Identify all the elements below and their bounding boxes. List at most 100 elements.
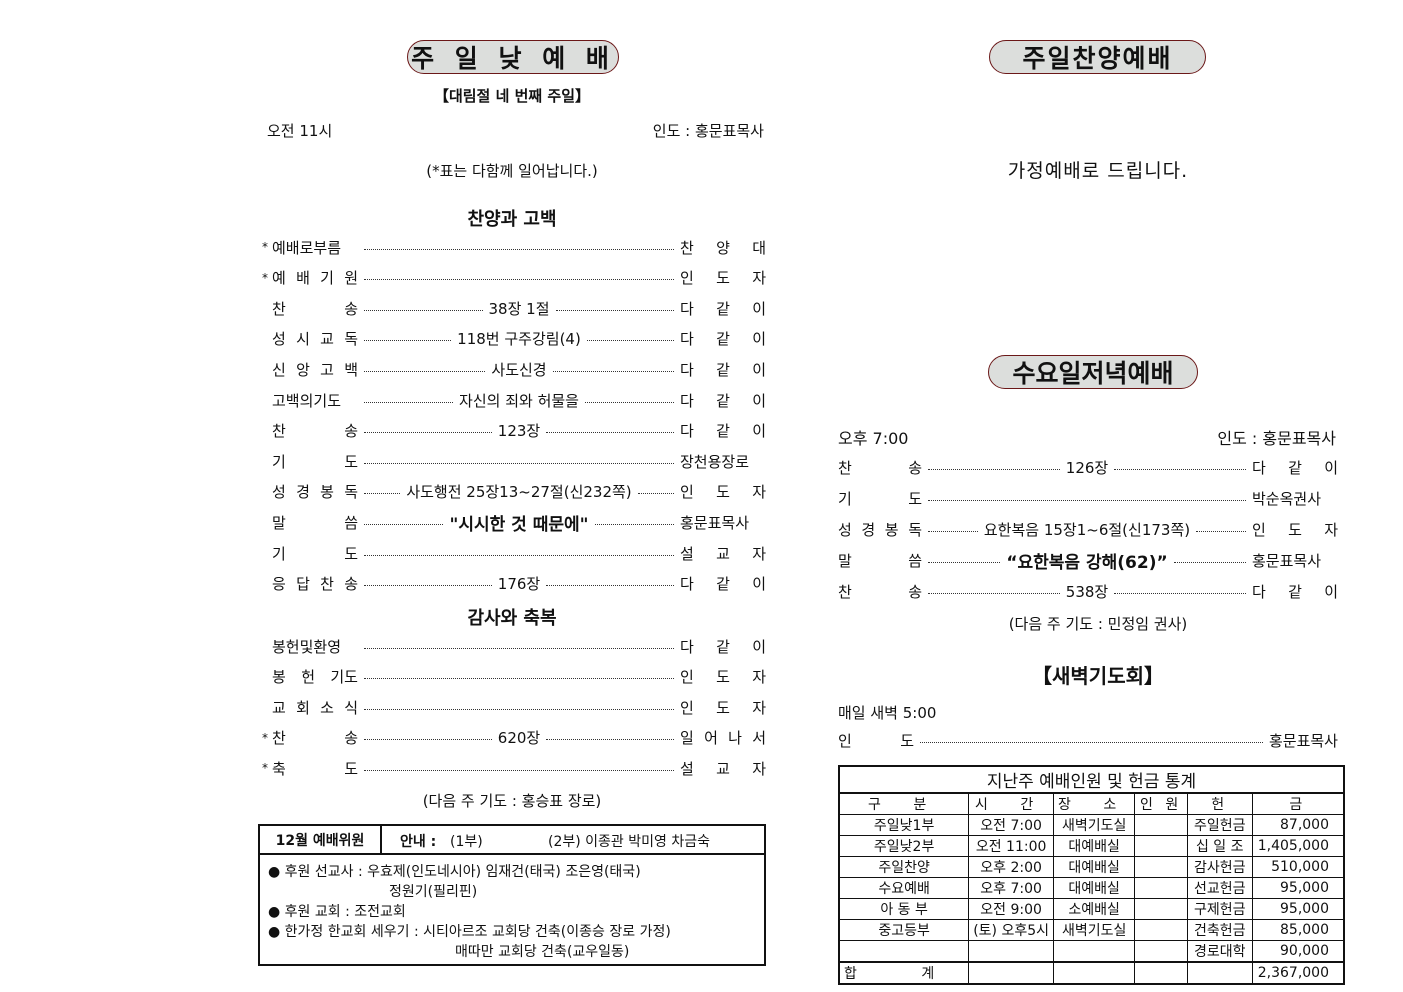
- order-label: 기 도: [272, 544, 358, 563]
- order-responsible: 다 같 이: [680, 299, 766, 318]
- bullet-icon: ●: [268, 924, 281, 940]
- praise-service-title: 주일찬양예배: [989, 40, 1206, 74]
- leader-dots: [364, 523, 444, 525]
- leader-dots: [928, 499, 1246, 501]
- stats-header: 헌: [1186, 792, 1253, 815]
- total-value: 2,367,000: [1251, 961, 1345, 985]
- leader-dots: [364, 462, 674, 464]
- order-responsible: 다 같 이: [1252, 583, 1338, 602]
- stats-row: 중고등부 (토) 오후5시 새벽기도실 건축헌금 85,000: [838, 919, 1345, 941]
- stats-cell: 오전 11:00: [968, 835, 1055, 857]
- order-row: * 예 배 기 원 인 도 자: [262, 266, 766, 290]
- service-time: 오전 11시: [267, 122, 333, 140]
- order-row: 기 도 박순옥권사: [838, 486, 1338, 510]
- order-responsible: 인 도 자: [1252, 520, 1338, 539]
- order-label: 찬 송: [838, 583, 922, 602]
- stats-cell: 오전 7:00: [968, 814, 1055, 836]
- stats-header: 시 간: [968, 792, 1055, 815]
- leader-dots: [594, 523, 674, 525]
- order-responsible: 인 도 자: [680, 668, 766, 687]
- leader-dots: [928, 468, 1060, 470]
- leader-dots: [1114, 468, 1246, 470]
- order-label: 성 경 봉 독: [272, 483, 358, 502]
- standing-marker: *: [262, 761, 268, 776]
- section-praise-confession: 찬양과 고백: [467, 209, 557, 230]
- total-label: 합 계: [838, 961, 970, 985]
- order-label: 고백의기도: [272, 391, 342, 410]
- stats-cell: [1134, 856, 1188, 878]
- dawn-label: 인 도: [838, 731, 914, 750]
- leader-dots: [364, 585, 492, 587]
- stats-row: 주일낮1부 오전 7:00 새벽기도실 주일헌금 87,000: [838, 814, 1345, 836]
- next-week-prayer: (다음 주 기도 : 홍승표 장로): [422, 792, 602, 810]
- order-row: 신 앙 고 백 사도신경 다 같 이: [272, 357, 766, 381]
- leader-dots: [364, 432, 492, 434]
- leader-dots: [364, 309, 483, 311]
- order-label: 말 씀: [272, 513, 358, 532]
- sunday-service-title: 주 일 낮 예 배: [407, 40, 619, 74]
- order-content: 38장 1절: [488, 299, 550, 318]
- leader-dots: [364, 279, 674, 281]
- leader-dots: [586, 340, 674, 342]
- order-label: 찬 송: [272, 422, 358, 441]
- order-content: 123장: [497, 422, 541, 441]
- standing-marker: *: [262, 270, 268, 285]
- service-leader: 인도 : 홍문표목사: [652, 122, 764, 140]
- order-responsible: 다 같 이: [680, 391, 766, 410]
- leader-dots: [546, 432, 674, 434]
- stats-cell: 구제헌금: [1186, 898, 1253, 920]
- order-responsible: 설 교 자: [680, 544, 766, 563]
- stats-cell: 대예배실: [1053, 856, 1136, 878]
- stats-cell: 90,000: [1251, 940, 1345, 963]
- order-row: 봉헌및환영 다 같 이: [272, 634, 766, 658]
- order-label: 기 도: [272, 452, 358, 471]
- order-label: 찬 송: [838, 458, 922, 477]
- stats-cell: [838, 940, 970, 963]
- order-label: 기 도: [838, 489, 922, 508]
- order-label: 말 씀: [838, 552, 922, 571]
- leader-dots: [364, 340, 452, 342]
- dawn-leader: 홍문표목사: [1268, 731, 1338, 750]
- stats-cell: 아 동 부: [838, 898, 970, 920]
- order-content: "시시한 것 때문에": [449, 514, 589, 535]
- stats-row: 수요예배 오후 7:00 대예배실 선교헌금 95,000: [838, 877, 1345, 899]
- order-label: 성 경 봉 독: [838, 520, 922, 539]
- leader-dots: [364, 370, 486, 372]
- guide-2: (2부) 이종관 박미영 차금숙: [548, 834, 710, 850]
- bullet-item: ● 후원 교회 : 조전교회: [268, 904, 406, 920]
- stats-cell: [1134, 919, 1188, 941]
- order-responsible: 다 같 이: [680, 360, 767, 379]
- dawn-prayer-title: 【새벽기도회】: [1032, 664, 1164, 688]
- order-responsible: 홍문표목사: [680, 513, 750, 532]
- order-row: * 찬 송 620장 일 어 나 서: [262, 726, 766, 750]
- stats-cell: 주일헌금: [1186, 814, 1253, 836]
- order-label: 예 배 기 원: [272, 269, 358, 288]
- month-committee-label: 12월 예배위원: [260, 826, 382, 855]
- stats-cell: 오후 2:00: [968, 856, 1055, 878]
- order-responsible: 다 같 이: [1252, 458, 1338, 477]
- order-content: 538장: [1065, 583, 1109, 602]
- order-label: 찬 송: [272, 729, 358, 748]
- stats-row: 경로대학 90,000: [838, 940, 1345, 963]
- guide-label: 안내 :: [400, 834, 437, 850]
- order-row: 응 답 찬 송 176장 다 같 이: [272, 572, 766, 596]
- leader-dots: [364, 401, 454, 403]
- order-row: 고백의기도 자신의 죄와 허물을 다 같 이: [272, 388, 766, 412]
- leader-dots: [364, 248, 674, 250]
- section-thanks-blessing: 감사와 축복: [467, 608, 557, 629]
- order-label: 찬 송: [272, 299, 358, 318]
- leader-dots: [546, 585, 674, 587]
- stats-cell: [1134, 835, 1188, 857]
- stats-cell: 새벽기도실: [1053, 814, 1136, 836]
- order-row: 성 경 봉 독 요한복음 15장1~6절(신173쪽) 인 도 자: [838, 517, 1338, 541]
- stats-title: 지난주 예배인원 및 헌금 통계: [838, 765, 1345, 794]
- order-responsible: 인 도 자: [680, 269, 766, 288]
- leader-dots: [1196, 530, 1246, 532]
- order-content: “요한복음 강해(62)”: [1006, 553, 1168, 574]
- standing-marker: *: [262, 730, 268, 745]
- order-label: 봉헌및환영: [272, 637, 342, 656]
- stats-cell: 대예배실: [1053, 877, 1136, 899]
- stats-cell: 87,000: [1251, 814, 1345, 836]
